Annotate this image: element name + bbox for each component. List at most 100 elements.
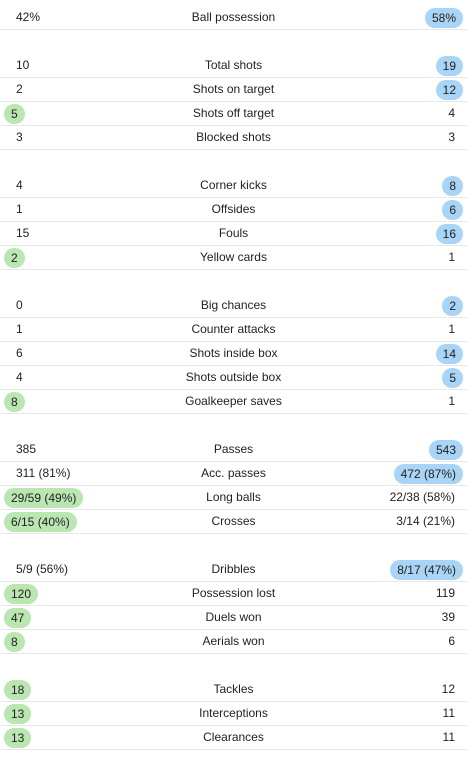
home-value: 5/9 (56%) <box>16 562 69 576</box>
stat-row-corner-kicks: Corner kicks 4 8 <box>0 174 467 198</box>
home-value: 1 <box>16 322 23 336</box>
home-value: 3 <box>16 130 23 144</box>
home-value: 1 <box>16 202 23 216</box>
away-value: 5 <box>442 368 463 388</box>
away-value: 8/17 (47%) <box>390 560 463 580</box>
home-value: 0 <box>16 298 23 312</box>
away-value: 12 <box>435 80 463 100</box>
stat-row-shots-outside-box: Shots outside box 4 5 <box>0 366 467 390</box>
home-value: 6/15 (40%) <box>4 512 77 532</box>
away-value: 3/14 (21%) <box>396 514 455 528</box>
stat-row-shots-off-target: Shots off target 5 4 <box>0 102 467 126</box>
stat-row-aerials-won: Aerials won 8 6 <box>0 630 467 654</box>
stat-row-offsides: Offsides 1 6 <box>0 198 467 222</box>
away-value: 3 <box>448 130 455 144</box>
home-value: 18 <box>4 680 32 700</box>
stat-label: Interceptions <box>199 706 268 720</box>
home-value: 2 <box>4 248 25 268</box>
stat-label: Possession lost <box>191 586 276 600</box>
home-value: 10 <box>16 58 30 72</box>
stat-label: Counter attacks <box>191 322 276 336</box>
stat-row-possession-lost: Possession lost 120 119 <box>0 582 467 606</box>
stat-label: Tackles <box>213 682 254 696</box>
away-value: 2 <box>442 296 463 316</box>
stat-row-big-chances: Big chances 0 2 <box>0 294 467 318</box>
stat-label: Clearances <box>203 730 264 744</box>
stat-label: Corner kicks <box>200 178 267 192</box>
home-value: 47 <box>4 608 32 628</box>
home-value: 2 <box>16 82 23 96</box>
away-value: 19 <box>435 56 463 76</box>
stat-row-clearances: Clearances 13 11 <box>0 726 467 750</box>
away-value: 16 <box>435 224 463 244</box>
away-value: 6 <box>448 634 455 648</box>
home-value: 385 <box>16 442 37 456</box>
stat-label: Shots inside box <box>189 346 278 360</box>
home-value: 5 <box>4 104 25 124</box>
stat-label: Shots outside box <box>185 370 282 384</box>
home-value: 13 <box>4 728 32 748</box>
stat-row-total-shots: Total shots 10 19 <box>0 54 467 78</box>
stat-label: Acc. passes <box>201 466 266 480</box>
stat-row-shots-on-target: Shots on target 2 12 <box>0 78 467 102</box>
home-value: 120 <box>4 584 39 604</box>
away-value: 11 <box>442 730 455 744</box>
stat-label: Big chances <box>200 298 267 312</box>
away-value: 1 <box>448 394 455 408</box>
away-value: 543 <box>428 440 463 460</box>
home-value: 15 <box>16 226 30 240</box>
stat-row-duels-won: Duels won 47 39 <box>0 606 467 630</box>
away-value: 39 <box>441 610 455 624</box>
stat-row-goalkeeper-saves: Goalkeeper saves 8 1 <box>0 390 467 414</box>
stat-label: Long balls <box>206 490 261 504</box>
stat-row-interceptions: Interceptions 13 11 <box>0 702 467 726</box>
stat-label: Aerials won <box>202 634 265 648</box>
stat-label: Dribbles <box>211 562 256 576</box>
away-value: 22/38 (58%) <box>389 490 455 504</box>
stat-row-counter-attacks: Counter attacks 1 1 <box>0 318 467 342</box>
stat-label: Crosses <box>211 514 256 528</box>
stat-label: Fouls <box>218 226 249 240</box>
stat-row-long-balls: Long balls 29/59 (49%) 22/38 (58%) <box>0 486 467 510</box>
away-value: 1 <box>448 250 455 264</box>
stat-label: Blocked shots <box>196 130 271 144</box>
stat-label: Shots on target <box>192 82 275 96</box>
stat-row-ball-possession: Ball possession 42% 58% <box>0 6 467 30</box>
away-value: 119 <box>435 586 455 600</box>
stat-row-blocked-shots: Blocked shots 3 3 <box>0 126 467 150</box>
stat-row-acc-passes: Acc. passes 311 (81%) 472 (87%) <box>0 462 467 486</box>
stat-label: Yellow cards <box>200 250 267 264</box>
stat-row-crosses: Crosses 6/15 (40%) 3/14 (21%) <box>0 510 467 534</box>
home-value: 8 <box>4 632 25 652</box>
stat-row-tackles: Tackles 18 12 <box>0 678 467 702</box>
away-value: 14 <box>435 344 463 364</box>
away-value: 1 <box>448 322 455 336</box>
stat-label: Goalkeeper saves <box>185 394 282 408</box>
stat-row-passes: Passes 385 543 <box>0 438 467 462</box>
home-value: 4 <box>16 370 23 384</box>
home-value: 8 <box>4 392 25 412</box>
away-value: 6 <box>442 200 463 220</box>
away-value: 11 <box>442 706 455 720</box>
stat-label: Passes <box>213 442 254 456</box>
home-value: 4 <box>16 178 23 192</box>
stat-label: Shots off target <box>192 106 275 120</box>
away-value: 12 <box>441 682 455 696</box>
stat-row-fouls: Fouls 15 16 <box>0 222 467 246</box>
stat-row-shots-inside-box: Shots inside box 6 14 <box>0 342 467 366</box>
stat-label: Total shots <box>204 58 263 72</box>
stat-row-dribbles: Dribbles 5/9 (56%) 8/17 (47%) <box>0 558 467 582</box>
home-value: 42% <box>16 10 41 24</box>
stat-label: Duels won <box>205 610 262 624</box>
stat-label: Ball possession <box>191 10 276 24</box>
away-value: 58% <box>424 8 463 28</box>
away-value: 8 <box>442 176 463 196</box>
home-value: 13 <box>4 704 32 724</box>
home-value: 6 <box>16 346 23 360</box>
home-value: 29/59 (49%) <box>4 488 84 508</box>
home-value: 311 (81%) <box>16 466 71 480</box>
stat-row-yellow-cards: Yellow cards 2 1 <box>0 246 467 270</box>
stat-label: Offsides <box>211 202 256 216</box>
away-value: 472 (87%) <box>393 464 463 484</box>
